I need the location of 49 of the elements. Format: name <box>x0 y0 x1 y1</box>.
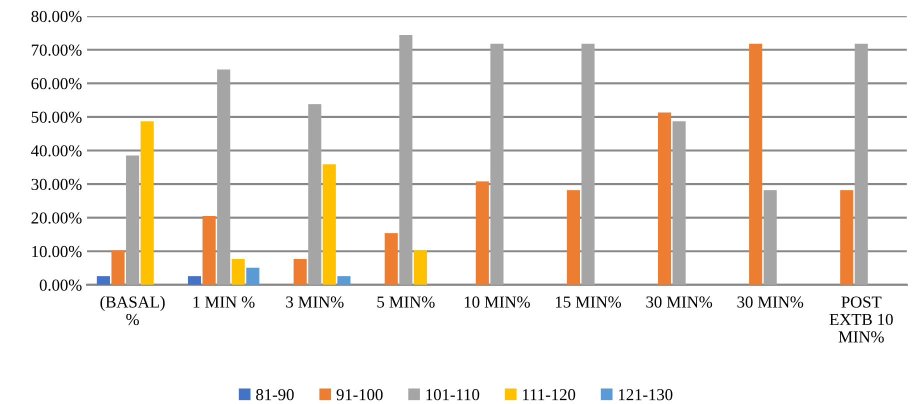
y-tick-label: 0.00% <box>40 280 82 291</box>
bar <box>399 34 412 285</box>
y-tick-label: 10.00% <box>32 246 82 258</box>
bar <box>202 216 216 285</box>
y-tick-label: 40.00% <box>31 145 82 157</box>
y-tick-label: 30.00% <box>32 178 82 190</box>
bar <box>581 44 595 285</box>
legend-label: 81-90 <box>256 389 294 400</box>
legend-label: 91-100 <box>336 389 383 400</box>
bar <box>672 121 686 285</box>
y-tick-label: 70.00% <box>32 44 82 56</box>
bar <box>140 121 154 285</box>
bar <box>490 44 504 285</box>
bar <box>322 164 336 285</box>
legend-label: 121-130 <box>618 389 672 400</box>
bar <box>566 190 580 285</box>
y-tick-label: 80.00% <box>31 10 82 22</box>
bar <box>384 233 398 285</box>
bar <box>246 268 260 285</box>
bar <box>308 104 322 285</box>
bar <box>658 112 672 285</box>
legend-label: 101-110 <box>426 389 480 400</box>
y-tick-label: 50.00% <box>32 112 82 123</box>
bar <box>476 181 489 285</box>
bar <box>111 250 125 285</box>
bar <box>414 250 427 285</box>
bar <box>854 44 868 285</box>
bar <box>188 276 202 285</box>
bar <box>217 70 230 285</box>
x-tick-label: 10 MIN% <box>464 296 530 308</box>
bar <box>126 156 140 285</box>
x-tick-label: 5 MIN% <box>377 296 435 308</box>
x-tick-label: 3 MIN% <box>286 296 344 308</box>
bar <box>232 258 245 285</box>
bar <box>96 276 110 285</box>
x-tick-label: 1 MIN % <box>194 296 255 308</box>
x-tick-label: (BASAL) % <box>100 296 165 326</box>
y-tick-label: 60.00% <box>31 78 82 90</box>
x-tick-label: 30 MIN% <box>737 296 804 308</box>
bar <box>294 258 307 285</box>
x-tick-label: 15 MIN% <box>556 296 622 308</box>
x-tick-label: 30 MIN% <box>646 296 712 308</box>
bar <box>749 44 762 285</box>
x-tick-label: POST EXTB 10 MIN% <box>830 296 893 343</box>
bar <box>337 276 350 285</box>
bar <box>764 190 777 285</box>
bar <box>840 190 854 285</box>
legend-label: 111-120 <box>522 389 576 400</box>
y-tick-label: 20.00% <box>32 212 82 224</box>
